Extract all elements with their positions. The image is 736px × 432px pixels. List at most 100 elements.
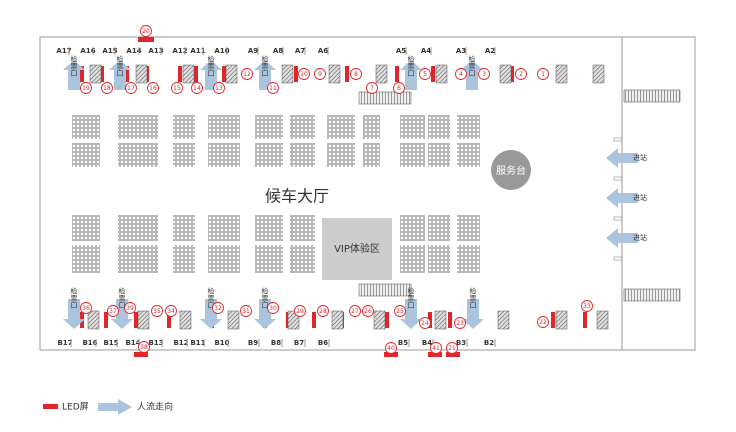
marker-number: 33 (583, 303, 591, 310)
marker-number: 38 (140, 344, 148, 351)
seat-block (428, 143, 450, 167)
service-desk (491, 150, 531, 190)
marker-number: 22 (539, 319, 547, 326)
gate-label: B17 (57, 339, 72, 347)
gate-label: A12 (172, 47, 187, 55)
gate-label: A13 (148, 47, 163, 55)
marker-number: 7 (370, 85, 374, 92)
gate-label: B11 (190, 339, 205, 347)
display-stand (331, 310, 344, 330)
led-screen (385, 312, 389, 328)
gate-label: A10 (214, 47, 229, 55)
led-screen (312, 312, 316, 328)
led-screen (134, 352, 148, 357)
ticket-check: 检票口 (207, 55, 215, 77)
display-stand (179, 310, 192, 330)
flow-arrow (606, 188, 638, 208)
marker-number: 1 (541, 71, 545, 78)
entrance-label: 进站 (633, 233, 647, 242)
gate-label: A15 (102, 47, 117, 55)
flow-arrow (254, 60, 276, 90)
ticket-check: 检票口 (207, 287, 215, 309)
gate-label: B14 (125, 339, 140, 347)
gate-label: B15 (103, 339, 118, 347)
gate-label: A16 (80, 47, 95, 55)
gate-label: B12 (173, 339, 188, 347)
display-stand (89, 64, 102, 84)
legend-led: LED屏 (62, 402, 89, 413)
marker-number: 34 (167, 308, 175, 315)
flow-arrow (109, 60, 131, 90)
led-screen (167, 312, 171, 328)
marker-number: 16 (149, 85, 157, 92)
marker-number: 21 (448, 345, 456, 352)
marker (101, 82, 113, 94)
seat-block (173, 245, 195, 273)
marker (80, 82, 92, 94)
legend-flow-swatch (98, 399, 132, 415)
marker (362, 305, 374, 317)
seat-block (255, 245, 283, 273)
marker (394, 305, 406, 317)
marker (151, 305, 163, 317)
gate-label: A7 (295, 47, 305, 55)
gate-label: B10 (214, 339, 229, 347)
seat-block (255, 115, 283, 139)
seat-block (255, 143, 283, 167)
escalator (358, 283, 412, 297)
entrance-label: 进站 (633, 193, 647, 202)
marker (241, 68, 253, 80)
led-screen (100, 66, 104, 82)
display-stand (87, 310, 100, 330)
marker (240, 305, 252, 317)
marker (294, 305, 306, 317)
marker-number: 35 (153, 308, 161, 315)
marker-number: 18 (103, 85, 111, 92)
marker (455, 68, 467, 80)
seat-block (400, 143, 425, 167)
led-screen (80, 66, 84, 82)
seat-block (72, 115, 100, 139)
seat-block (428, 115, 450, 139)
seat-block (72, 245, 100, 273)
display-stand (281, 64, 294, 84)
service-desk-label: 服务台 (496, 164, 526, 177)
marker-number: 25 (396, 308, 404, 315)
seat-block (173, 215, 195, 241)
marker (515, 68, 527, 80)
marker-number: 3 (482, 71, 486, 78)
led-screen (395, 66, 399, 82)
ticket-check: 检票口 (468, 55, 476, 77)
seat-block (400, 245, 425, 273)
seat-block (173, 143, 195, 167)
marker (298, 68, 310, 80)
marker (267, 82, 279, 94)
marker (80, 302, 92, 314)
marker (454, 317, 466, 329)
marker (419, 317, 431, 329)
led-screen (178, 66, 182, 82)
marker-number: 6 (397, 85, 401, 92)
flow-arrow (462, 299, 484, 329)
gate-label: A9 (248, 47, 258, 55)
marker (317, 305, 329, 317)
seat-block (428, 245, 450, 273)
gate-label: A17 (56, 47, 71, 55)
marker (138, 341, 150, 353)
marker (350, 68, 362, 80)
entrance-mark (613, 137, 623, 142)
gate-label: A6 (318, 47, 328, 55)
marker-number: 13 (215, 85, 223, 92)
display-stand (182, 64, 195, 84)
seat-block (173, 115, 195, 139)
marker-number: 17 (127, 85, 135, 92)
escalator (623, 89, 681, 103)
marker-number: 10 (300, 71, 308, 78)
seat-block (457, 143, 480, 167)
marker-number: 24 (421, 320, 429, 327)
gate-label: B2 (484, 339, 494, 347)
marker-number: 11 (269, 85, 277, 92)
marker (213, 82, 225, 94)
seat-block (327, 143, 355, 167)
seat-block (290, 115, 315, 139)
